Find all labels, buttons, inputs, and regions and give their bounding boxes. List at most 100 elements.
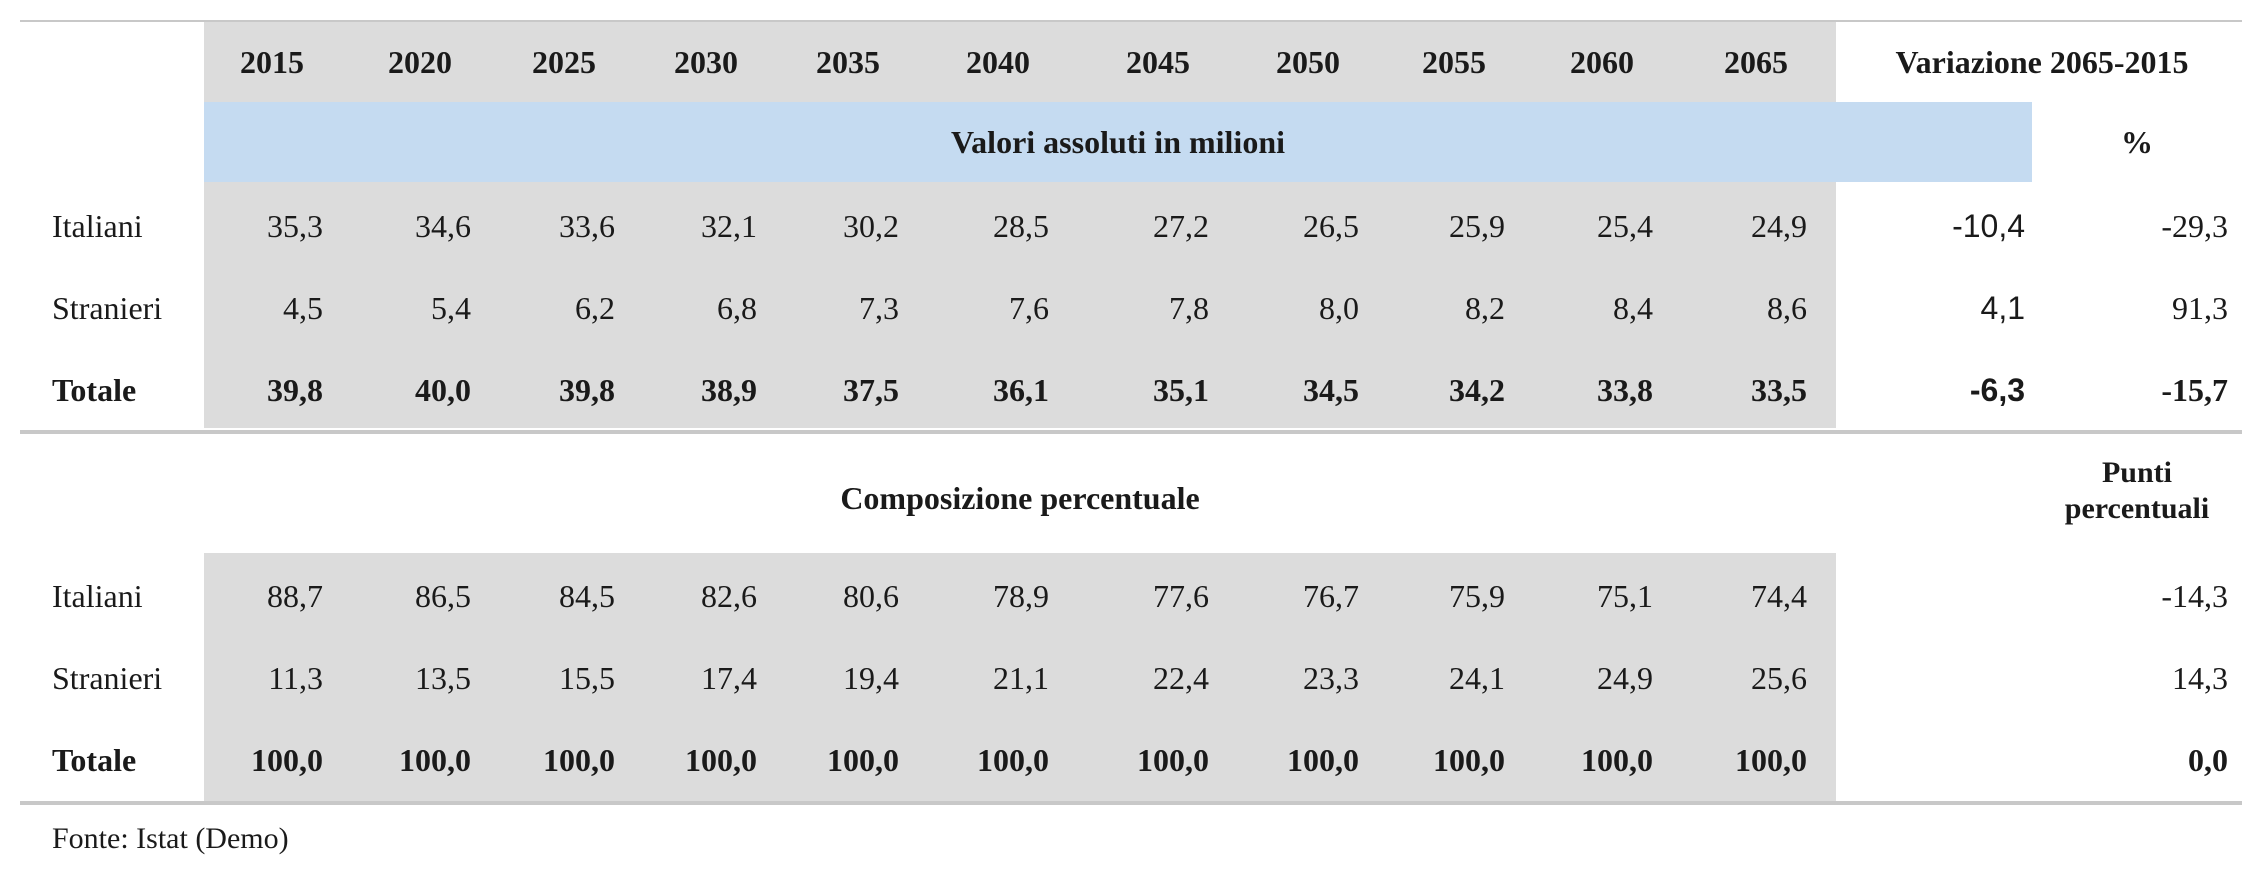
value-cell: 86,5 [415, 578, 471, 614]
value-cell: 28,5 [993, 208, 1049, 244]
value-cell: 100,0 [827, 742, 899, 778]
value-cell: 33,8 [1597, 372, 1653, 408]
value-cell: 100,0 [1581, 742, 1653, 778]
row-label: Italiani [52, 578, 143, 614]
value-cell: 6,2 [575, 290, 615, 326]
value-cell: 38,9 [701, 372, 757, 408]
unit-label-points-line2: percentuali [2064, 492, 2210, 525]
delta-cell: -6,3 [1969, 372, 2025, 408]
value-cell: 100,0 [1433, 742, 1505, 778]
row-label: Stranieri [52, 660, 163, 696]
unit-label-percent: % [2121, 124, 2153, 160]
unit-label-points-line1: Punti [2101, 456, 2173, 489]
value-cell: 33,6 [559, 208, 615, 244]
value-cell: 25,4 [1597, 208, 1653, 244]
body-band-percent [204, 553, 1836, 801]
value-cell: 27,2 [1153, 208, 1209, 244]
value-cell: 32,1 [701, 208, 757, 244]
row-label: Italiani [52, 208, 143, 244]
value-cell: 8,0 [1319, 290, 1359, 326]
value-cell: 39,8 [559, 372, 615, 408]
percent-change-cell: -15,7 [2161, 372, 2228, 408]
year-header-cell: 2060 [1570, 44, 1634, 80]
value-cell: 25,9 [1449, 208, 1505, 244]
value-cell: 30,2 [843, 208, 899, 244]
value-cell: 80,6 [843, 578, 899, 614]
value-cell: 23,3 [1303, 660, 1359, 696]
value-cell: 37,5 [843, 372, 899, 408]
value-cell: 82,6 [701, 578, 757, 614]
value-cell: 39,8 [267, 372, 323, 408]
value-cell: 35,1 [1153, 372, 1209, 408]
value-cell: 100,0 [399, 742, 471, 778]
value-cell: 24,1 [1449, 660, 1505, 696]
value-cell: 100,0 [251, 742, 323, 778]
points-cell: 14,3 [2172, 660, 2228, 696]
rule-mid [20, 430, 2242, 434]
year-header-cell: 2030 [674, 44, 738, 80]
year-header-cell: 2020 [388, 44, 452, 80]
value-cell: 11,3 [268, 660, 323, 696]
value-cell: 8,2 [1465, 290, 1505, 326]
source-note: Fonte: Istat (Demo) [52, 822, 289, 855]
year-header-cell: 2065 [1724, 44, 1788, 80]
value-cell: 100,0 [685, 742, 757, 778]
points-cell: -14,3 [2161, 578, 2228, 614]
year-header-cell: 2050 [1276, 44, 1340, 80]
value-cell: 36,1 [993, 372, 1049, 408]
value-cell: 35,3 [267, 208, 323, 244]
value-cell: 34,2 [1449, 372, 1505, 408]
value-cell: 17,4 [701, 660, 757, 696]
value-cell: 100,0 [977, 742, 1049, 778]
value-cell: 13,5 [415, 660, 471, 696]
value-cell: 74,4 [1751, 578, 1807, 614]
year-header-cell: 2025 [532, 44, 596, 80]
value-cell: 24,9 [1597, 660, 1653, 696]
value-cell: 8,6 [1767, 290, 1807, 326]
value-cell: 84,5 [559, 578, 615, 614]
value-cell: 76,7 [1303, 578, 1359, 614]
value-cell: 4,5 [283, 290, 323, 326]
value-cell: 26,5 [1303, 208, 1359, 244]
value-cell: 40,0 [415, 372, 471, 408]
delta-cell: -10,4 [1952, 208, 2025, 244]
section-band-absolute [204, 102, 2032, 182]
year-header-cell: 2055 [1422, 44, 1486, 80]
unit-label-points: Punti percentuali [2032, 455, 2242, 527]
rule-bottom [20, 801, 2242, 805]
value-cell: 15,5 [559, 660, 615, 696]
percent-change-cell: 91,3 [2172, 290, 2228, 326]
value-cell: 34,5 [1303, 372, 1359, 408]
year-header-cell: 2015 [240, 44, 304, 80]
variation-header: Variazione 2065-2015 [1895, 44, 2189, 80]
year-header-cell: 2040 [966, 44, 1030, 80]
value-cell: 22,4 [1153, 660, 1209, 696]
value-cell: 100,0 [1735, 742, 1807, 778]
value-cell: 100,0 [1287, 742, 1359, 778]
points-cell: 0,0 [2188, 742, 2228, 778]
value-cell: 21,1 [993, 660, 1049, 696]
value-cell: 5,4 [431, 290, 471, 326]
row-label: Totale [52, 372, 137, 408]
value-cell: 34,6 [415, 208, 471, 244]
value-cell: 25,6 [1751, 660, 1807, 696]
body-band-absolute [204, 182, 1836, 428]
delta-cell: 4,1 [1980, 290, 2025, 326]
value-cell: 6,8 [717, 290, 757, 326]
section-title-percent: Composizione percentuale [840, 480, 1200, 516]
header-band [204, 22, 1836, 102]
row-label: Stranieri [52, 290, 163, 326]
value-cell: 78,9 [993, 578, 1049, 614]
value-cell: 100,0 [1137, 742, 1209, 778]
value-cell: 88,7 [267, 578, 323, 614]
value-cell: 7,3 [859, 290, 899, 326]
value-cell: 7,6 [1009, 290, 1049, 326]
year-header-cell: 2045 [1126, 44, 1190, 80]
value-cell: 24,9 [1751, 208, 1807, 244]
value-cell: 19,4 [843, 660, 899, 696]
section-title-absolute: Valori assoluti in milioni [951, 124, 1285, 160]
row-label: Totale [52, 742, 137, 778]
value-cell: 75,1 [1597, 578, 1653, 614]
value-cell: 100,0 [543, 742, 615, 778]
